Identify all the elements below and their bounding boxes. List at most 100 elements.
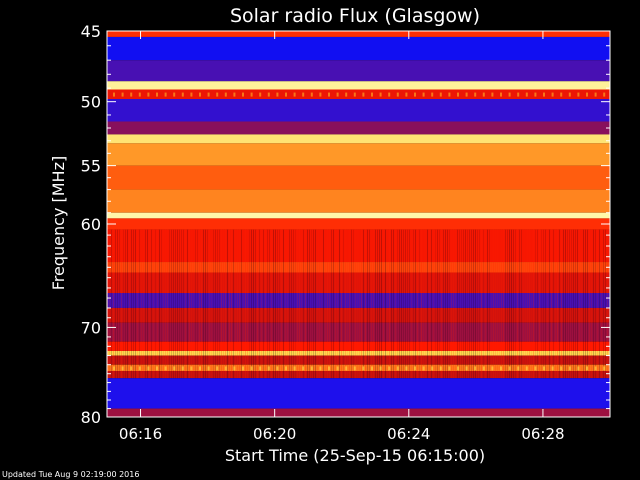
texture-stripe xyxy=(291,229,292,379)
spectrogram-texture xyxy=(107,92,610,379)
texture-pulse xyxy=(113,92,115,97)
texture-stripe xyxy=(181,229,182,379)
texture-stripe xyxy=(287,229,288,379)
texture-pulse xyxy=(276,92,279,97)
texture-stripe xyxy=(389,229,390,379)
frequency-band xyxy=(107,218,610,230)
texture-pulse xyxy=(396,92,399,97)
texture-stripe xyxy=(227,229,228,379)
frequency-band xyxy=(107,31,610,37)
texture-pulse xyxy=(250,366,253,371)
texture-stripe xyxy=(123,229,124,379)
texture-pulse xyxy=(586,92,588,97)
texture-stripe xyxy=(251,229,252,379)
texture-pulse xyxy=(302,366,305,371)
texture-pulse xyxy=(371,366,373,371)
texture-pulse xyxy=(250,92,253,97)
texture-pulse xyxy=(551,92,554,97)
texture-stripe xyxy=(457,229,458,379)
texture-stripe xyxy=(275,229,276,379)
texture-pulse xyxy=(465,366,468,371)
texture-pulse xyxy=(336,366,339,371)
frequency-band xyxy=(107,36,610,61)
texture-stripe xyxy=(307,229,308,379)
texture-stripe xyxy=(407,229,408,379)
y-tick-label: 60 xyxy=(81,215,101,234)
texture-stripe xyxy=(213,229,214,379)
texture-pulse xyxy=(293,92,296,97)
texture-stripe xyxy=(597,229,598,379)
texture-pulse xyxy=(242,366,244,371)
texture-stripe xyxy=(403,229,404,379)
texture-pulse xyxy=(543,366,545,371)
texture-stripe xyxy=(381,229,382,379)
texture-stripe xyxy=(477,229,478,379)
texture-pulse xyxy=(173,366,176,371)
texture-stripe xyxy=(187,229,188,379)
y-axis-ticks: 45 50 55 60 70 80 xyxy=(81,22,610,427)
texture-stripe xyxy=(259,229,260,379)
texture-stripe xyxy=(143,229,144,379)
texture-pulse xyxy=(285,92,287,97)
frequency-band xyxy=(107,322,610,342)
texture-stripe xyxy=(159,229,160,379)
frequency-band xyxy=(107,81,610,90)
texture-pulse xyxy=(379,92,382,97)
texture-stripe xyxy=(373,229,374,379)
texture-stripe xyxy=(171,229,172,379)
texture-stripe xyxy=(135,229,136,379)
texture-stripe xyxy=(317,229,318,379)
texture-stripe xyxy=(577,229,578,379)
texture-stripe xyxy=(323,229,324,379)
texture-stripe xyxy=(423,229,424,379)
texture-stripe xyxy=(519,229,520,379)
texture-pulse xyxy=(113,366,115,371)
texture-stripe xyxy=(169,229,170,379)
texture-pulse xyxy=(267,366,270,371)
texture-stripe xyxy=(239,229,240,379)
texture-stripe xyxy=(521,229,522,379)
texture-stripe xyxy=(585,229,586,379)
texture-stripe xyxy=(333,229,334,379)
texture-stripe xyxy=(513,229,514,379)
texture-stripe xyxy=(243,229,244,379)
texture-stripe xyxy=(377,229,378,379)
texture-stripe xyxy=(441,229,442,379)
texture-stripe xyxy=(111,229,112,379)
frequency-band xyxy=(107,350,610,356)
texture-stripe xyxy=(329,229,330,379)
texture-stripe xyxy=(131,229,132,379)
texture-stripe xyxy=(129,229,130,379)
texture-pulse xyxy=(405,92,408,97)
texture-stripe xyxy=(413,229,414,379)
texture-stripe xyxy=(249,229,250,379)
texture-stripe xyxy=(267,229,268,379)
texture-stripe xyxy=(359,229,360,379)
texture-stripe xyxy=(299,229,300,379)
texture-stripe xyxy=(179,229,180,379)
texture-stripe xyxy=(321,229,322,379)
frequency-band xyxy=(107,355,610,365)
texture-pulse xyxy=(388,92,391,97)
texture-pulse xyxy=(371,92,373,97)
texture-stripe xyxy=(429,229,430,379)
texture-stripe xyxy=(587,229,588,379)
texture-pulse xyxy=(285,366,287,371)
texture-stripe xyxy=(339,229,340,379)
texture-pulse xyxy=(233,366,236,371)
texture-stripe xyxy=(433,229,434,379)
texture-stripe xyxy=(471,229,472,379)
texture-pulse xyxy=(551,366,554,371)
texture-stripe xyxy=(501,229,502,379)
texture-pulse xyxy=(190,92,193,97)
texture-stripe xyxy=(547,229,548,379)
texture-stripe xyxy=(593,229,594,379)
texture-stripe xyxy=(183,229,184,379)
texture-pulse xyxy=(560,92,563,97)
texture-stripe xyxy=(545,229,546,379)
texture-pulse xyxy=(577,92,580,97)
texture-stripe xyxy=(591,229,592,379)
texture-stripe xyxy=(487,229,488,379)
texture-stripe xyxy=(283,229,284,379)
frequency-band xyxy=(107,307,610,323)
